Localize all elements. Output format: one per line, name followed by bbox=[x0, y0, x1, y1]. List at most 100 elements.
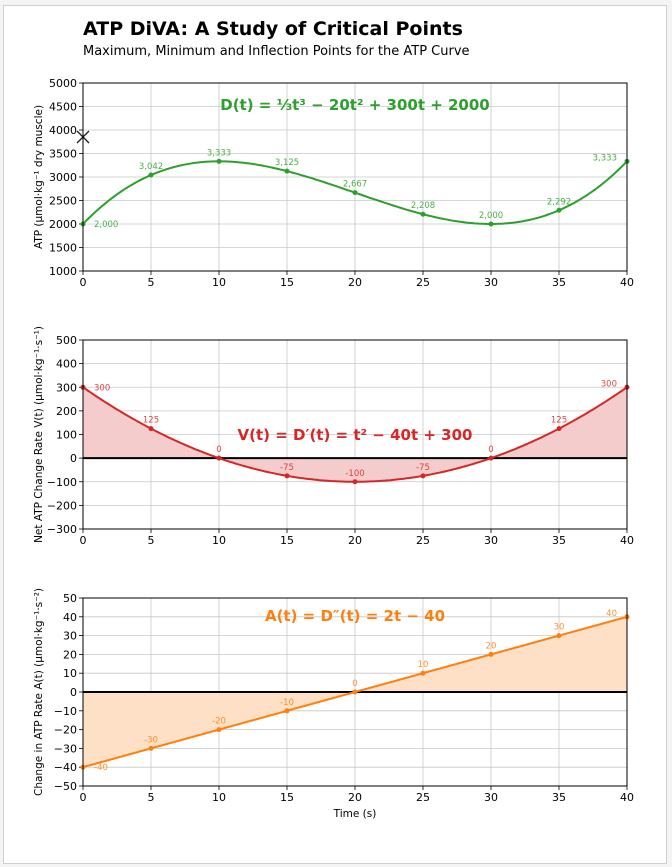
y-tick-label: −300 bbox=[47, 523, 77, 536]
y-tick-label: 2000 bbox=[49, 218, 77, 231]
x-tick-label: 30 bbox=[484, 534, 498, 547]
x-tick-label: 0 bbox=[80, 791, 87, 804]
data-label: -40 bbox=[94, 763, 108, 773]
x-tick-label: 5 bbox=[148, 534, 155, 547]
x-tick-label: 20 bbox=[348, 276, 362, 289]
data-point bbox=[352, 479, 358, 485]
x-tick-label: 10 bbox=[212, 534, 226, 547]
data-label: 125 bbox=[551, 416, 567, 426]
data-point bbox=[420, 211, 426, 217]
y-tick-label: 10 bbox=[63, 667, 77, 680]
equation-label: A(t) = D″(t) = 2t − 40 bbox=[265, 607, 445, 625]
data-label: 3,125 bbox=[275, 158, 299, 168]
x-tick-label: 5 bbox=[148, 276, 155, 289]
y-tick-label: 200 bbox=[56, 405, 77, 418]
x-tick-label: 35 bbox=[552, 276, 566, 289]
data-point bbox=[352, 689, 358, 695]
data-point bbox=[148, 172, 154, 178]
data-point bbox=[216, 158, 222, 164]
x-tick-label: 10 bbox=[212, 791, 226, 804]
plot-frame bbox=[82, 597, 628, 787]
data-point bbox=[556, 426, 562, 432]
x-tick-label: 15 bbox=[280, 791, 294, 804]
x-tick-label: 5 bbox=[148, 791, 155, 804]
data-label: 2,667 bbox=[343, 180, 367, 190]
data-label: 3,333 bbox=[207, 148, 231, 158]
x-tick-label: 20 bbox=[348, 791, 362, 804]
y-tick-label: −30 bbox=[54, 742, 77, 755]
data-label: 30 bbox=[554, 623, 565, 633]
y-tick-label: 0 bbox=[70, 686, 77, 699]
x-tick-label: 30 bbox=[484, 791, 498, 804]
x-tick-label: 25 bbox=[416, 276, 430, 289]
y-tick-label: 1000 bbox=[49, 265, 77, 278]
y-tick-label: 5000 bbox=[49, 77, 77, 90]
data-label: 300 bbox=[94, 383, 110, 393]
x-axis-label: Time (s) bbox=[333, 808, 377, 820]
data-label: 0 bbox=[488, 445, 493, 455]
area-fill bbox=[83, 387, 627, 482]
y-axis-label: ATP (µmol·kg⁻¹ dry muscle) bbox=[33, 105, 45, 249]
data-point bbox=[216, 455, 222, 461]
data-label: -75 bbox=[416, 463, 430, 473]
y-tick-label: 0 bbox=[70, 452, 77, 465]
equation-label: D(t) = ⅓t³ − 20t² + 300t + 2000 bbox=[220, 96, 490, 114]
x-tick-label: 15 bbox=[280, 276, 294, 289]
data-point bbox=[216, 727, 222, 733]
plot-frame bbox=[82, 339, 628, 530]
x-tick-label: 25 bbox=[416, 791, 430, 804]
x-tick-label: 20 bbox=[348, 534, 362, 547]
data-point bbox=[488, 221, 494, 227]
data-label: -10 bbox=[280, 698, 294, 708]
y-tick-label: −40 bbox=[54, 761, 77, 774]
data-point bbox=[556, 633, 562, 639]
plot-frame bbox=[82, 82, 628, 272]
data-label: -30 bbox=[144, 735, 158, 745]
data-point bbox=[488, 455, 494, 461]
y-tick-label: 4500 bbox=[49, 101, 77, 114]
data-label: 2,292 bbox=[547, 197, 571, 207]
y-tick-label: −50 bbox=[54, 780, 77, 793]
data-label: 0 bbox=[216, 445, 221, 455]
data-label: -75 bbox=[280, 463, 294, 473]
x-tick-label: 0 bbox=[80, 534, 87, 547]
data-label: 3,042 bbox=[139, 162, 163, 172]
data-label: 2,000 bbox=[94, 220, 118, 230]
y-tick-label: 3500 bbox=[49, 148, 77, 161]
data-point bbox=[148, 745, 154, 751]
y-tick-label: 50 bbox=[63, 592, 77, 605]
data-label: 2,000 bbox=[479, 211, 503, 221]
y-tick-label: 100 bbox=[56, 429, 77, 442]
x-tick-label: 40 bbox=[620, 276, 634, 289]
data-label: 3,333 bbox=[593, 153, 617, 163]
chart-1: 0 5 10 15 20 25 30 35 40 1000 1500 2000 2500 3000 3500… bbox=[33, 77, 634, 289]
chart-2: 0 5 10 15 20 25 30 35 40 −300 −200 −100 0 100 200 300 40… bbox=[33, 326, 634, 547]
chart-3: 0 5 10 15 20 25 30 35 40 −50 −40 −30 −20 −10 0 10 20 30 40… bbox=[33, 588, 634, 820]
data-label: 40 bbox=[606, 609, 617, 619]
y-tick-label: 300 bbox=[56, 381, 77, 394]
data-label: 20 bbox=[486, 641, 497, 651]
y-tick-label: 400 bbox=[56, 358, 77, 371]
x-tick-label: 15 bbox=[280, 534, 294, 547]
y-tick-label: 2500 bbox=[49, 195, 77, 208]
x-tick-label: 25 bbox=[416, 534, 430, 547]
x-tick-label: 40 bbox=[620, 534, 634, 547]
data-label: 125 bbox=[143, 416, 159, 426]
x-tick-label: 35 bbox=[552, 534, 566, 547]
y-tick-label: 3000 bbox=[49, 171, 77, 184]
y-tick-label: 4000 bbox=[49, 124, 77, 137]
y-tick-label: 40 bbox=[63, 611, 77, 624]
data-point bbox=[284, 473, 290, 479]
data-label: 2,208 bbox=[411, 201, 435, 211]
data-label: -100 bbox=[345, 469, 364, 479]
y-tick-label: −10 bbox=[54, 705, 77, 718]
data-label: 10 bbox=[418, 660, 429, 670]
data-label: 0 bbox=[352, 679, 357, 689]
data-point bbox=[488, 651, 494, 657]
figure-title: ATP DiVA: A Study of Critical Points bbox=[83, 18, 463, 40]
data-point bbox=[284, 168, 290, 174]
y-tick-label: 1500 bbox=[49, 242, 77, 255]
data-label: 300 bbox=[601, 379, 617, 389]
equation-label: V(t) = D′(t) = t² − 40t + 300 bbox=[238, 426, 473, 444]
